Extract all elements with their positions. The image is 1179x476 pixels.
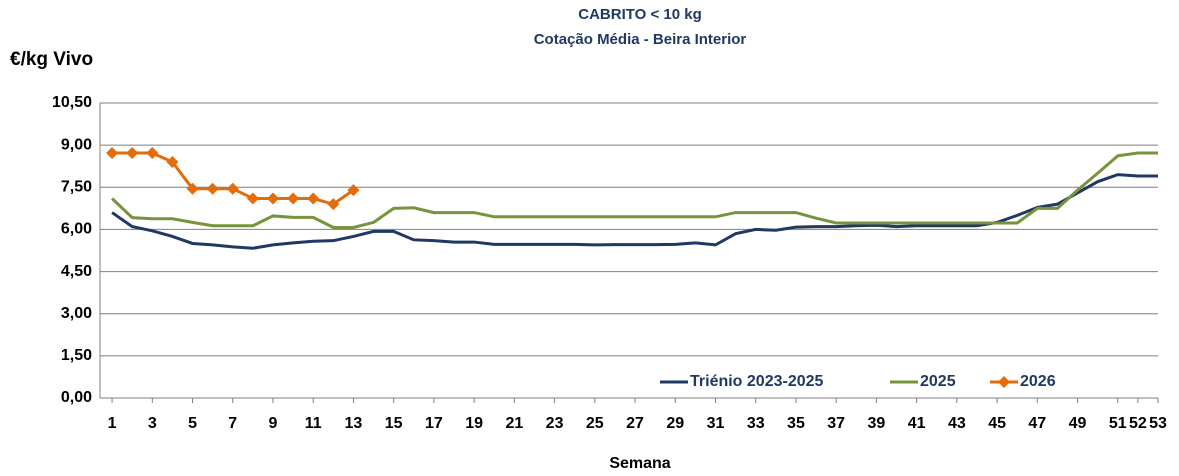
legend-label: Triénio 2023-2025 [690, 373, 824, 390]
x-tick-label: 7 [228, 415, 237, 432]
x-tick-label: 47 [1028, 415, 1046, 432]
x-tick-label: 53 [1149, 415, 1167, 432]
chart-title: CABRITO < 10 kg [578, 6, 702, 23]
point-marker [347, 184, 360, 197]
y-tick-label: 3,00 [61, 305, 92, 322]
x-tick-label: 33 [747, 415, 765, 432]
x-tick-label: 35 [787, 415, 805, 432]
series-line [111, 173, 1158, 250]
x-tick-label: 52 [1129, 415, 1147, 432]
x-tick-label: 3 [148, 415, 157, 432]
y-tick-label: 6,00 [61, 221, 92, 238]
y-axis-label: €/kg Vivo [10, 49, 93, 70]
y-tick-label: 10,50 [52, 94, 92, 111]
point-marker [226, 182, 239, 195]
x-tick-label: 43 [948, 415, 966, 432]
point-marker [327, 198, 340, 211]
x-tick-label: 23 [546, 415, 564, 432]
y-tick-label: 7,50 [61, 179, 92, 196]
x-tick-label: 9 [269, 415, 278, 432]
legend-label: 2025 [920, 373, 956, 390]
y-tick-label: 9,00 [61, 136, 92, 153]
y-tick-label: 1,50 [61, 347, 92, 364]
x-tick-label: 51 [1109, 415, 1127, 432]
y-tick-label: 0,00 [61, 389, 92, 406]
x-tick-label: 21 [505, 415, 523, 432]
x-tick-label: 5 [188, 415, 197, 432]
x-tick-label: 19 [465, 415, 483, 432]
x-tick-label: 27 [626, 415, 644, 432]
point-marker [186, 182, 199, 195]
series-line [112, 151, 355, 206]
x-tick-label: 49 [1069, 415, 1087, 432]
x-tick-label: 1 [108, 415, 117, 432]
point-marker [307, 192, 320, 205]
x-tick-label: 25 [586, 415, 604, 432]
point-marker [146, 147, 159, 160]
point-marker [246, 192, 259, 205]
point-marker [287, 192, 300, 205]
point-marker [166, 156, 179, 168]
y-tick-label: 4,50 [61, 263, 92, 280]
x-tick-label: 45 [988, 415, 1006, 432]
x-axis-label: Semana [609, 455, 670, 472]
x-tick-label: 13 [345, 415, 363, 432]
x-tick-label: 31 [707, 415, 725, 432]
x-tick-label: 15 [385, 415, 403, 432]
point-marker [126, 147, 139, 160]
series-line [111, 151, 1158, 229]
point-marker [106, 147, 119, 160]
x-tick-label: 17 [425, 415, 443, 432]
x-tick-label: 29 [666, 415, 684, 432]
chart-subtitle: Cotação Média - Beira Interior [534, 31, 747, 48]
legend-label: 2026 [1020, 373, 1056, 390]
x-tick-label: 39 [868, 415, 886, 432]
x-tick-label: 37 [827, 415, 845, 432]
point-marker [206, 182, 219, 195]
x-tick-label: 41 [908, 415, 926, 432]
legend-marker [998, 376, 1010, 388]
point-marker [266, 192, 279, 205]
x-tick-label: 11 [305, 415, 322, 432]
